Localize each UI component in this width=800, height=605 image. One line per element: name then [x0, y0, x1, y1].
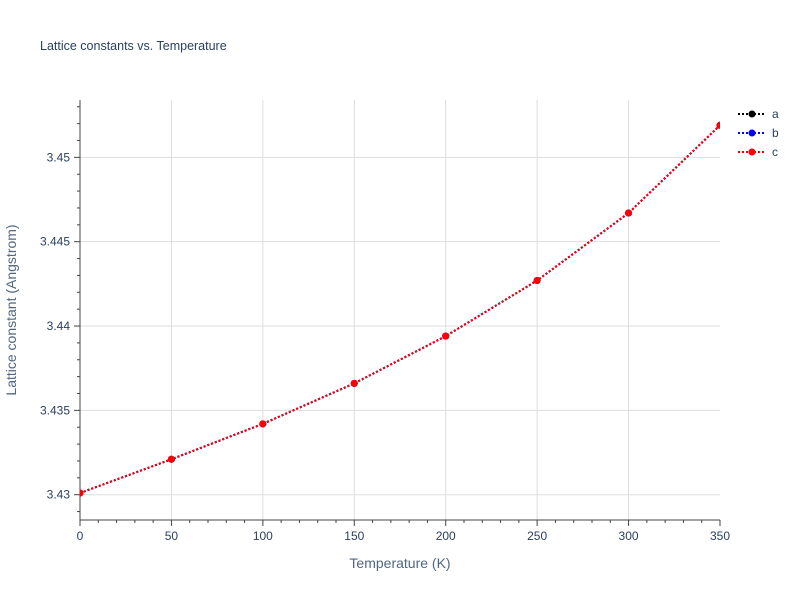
legend[interactable]: abc	[738, 107, 779, 159]
y-tick-label: 3.45	[47, 150, 71, 164]
legend-label: a	[772, 107, 779, 121]
x-tick-label: 0	[77, 529, 84, 543]
x-tick-label: 250	[527, 529, 547, 543]
x-tick-label: 100	[253, 529, 273, 543]
legend-item-c[interactable]: c	[738, 145, 778, 159]
data-point-c	[259, 420, 267, 428]
data-point-c	[350, 379, 358, 387]
legend-label: b	[772, 126, 779, 140]
legend-item-b[interactable]: b	[738, 126, 779, 140]
data-point-c	[442, 332, 450, 340]
x-tick-label: 150	[344, 529, 364, 543]
legend-swatch-marker	[748, 148, 756, 156]
plot-area	[80, 121, 720, 497]
data-point-c	[533, 276, 541, 284]
axes-layer: 0 50 100 150 200 250 300 350 3.43 3.435 3.44 3.445 3…	[40, 100, 730, 543]
data-point-c	[625, 209, 633, 217]
x-tick-label: 350	[710, 529, 730, 543]
data-point-c	[80, 489, 84, 497]
y-axis-title: Lattice constant (Angstrom)	[3, 224, 19, 395]
series-line-c	[80, 124, 720, 494]
y-tick-label: 3.44	[47, 319, 71, 333]
y-tick-label: 3.435	[40, 403, 70, 417]
data-point-c	[167, 455, 175, 463]
x-tick-label: 300	[619, 529, 639, 543]
x-axis-title: Temperature (K)	[349, 555, 450, 571]
data-point-c	[716, 121, 720, 129]
series-layer	[80, 121, 720, 497]
grid-layer	[80, 100, 720, 520]
legend-label: c	[772, 145, 778, 159]
x-tick-label: 50	[165, 529, 179, 543]
y-tick-label: 3.445	[40, 235, 70, 249]
legend-swatch-marker	[748, 129, 756, 137]
legend-item-a[interactable]: a	[738, 107, 779, 121]
x-tick-label: 200	[436, 529, 456, 543]
chart-title: Lattice constants vs. Temperature	[40, 39, 227, 53]
legend-swatch-marker	[748, 110, 756, 118]
y-tick-label: 3.43	[47, 488, 71, 502]
